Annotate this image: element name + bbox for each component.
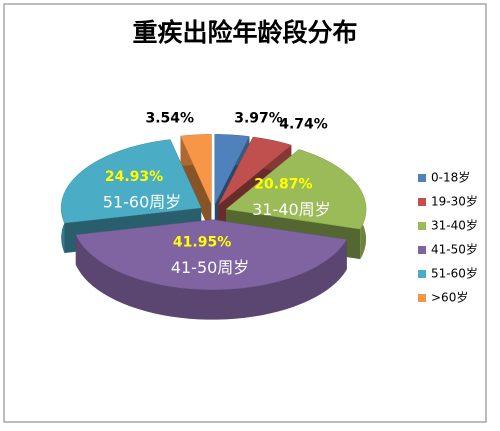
value-label: 41.95% [173, 235, 231, 251]
value-label: 3.97% [234, 111, 283, 127]
slice-label: 41-50周岁 [171, 258, 250, 277]
value-label: 4.74% [279, 117, 328, 133]
slice [60, 139, 202, 224]
slice [225, 149, 367, 230]
legend-swatch [418, 174, 426, 182]
legend-label: 51-60岁 [431, 266, 478, 281]
slice-wall [75, 234, 347, 320]
slice-label: 31-40周岁 [252, 200, 331, 219]
legend-label: 31-40岁 [431, 218, 478, 233]
legend-label: 19-30岁 [431, 194, 478, 209]
legend-label: 41-50岁 [431, 242, 478, 257]
value-label: 24.93% [105, 169, 163, 185]
value-label: 3.54% [145, 110, 194, 126]
legend-label: 0-18岁 [431, 170, 470, 185]
slice [218, 136, 292, 206]
slice [180, 134, 212, 205]
value-label: 20.87% [254, 177, 312, 193]
legend-swatch [418, 294, 426, 302]
slice [214, 134, 250, 205]
slice [75, 219, 348, 290]
legend-swatch [418, 246, 426, 254]
legend-swatch [418, 222, 426, 230]
legend-swatch [418, 270, 426, 278]
slice-label: 51-60周岁 [103, 193, 182, 212]
legend-swatch [418, 198, 426, 206]
legend-label: >60岁 [431, 290, 468, 305]
chart-title: 重疾出险年龄段分布 [132, 18, 357, 47]
